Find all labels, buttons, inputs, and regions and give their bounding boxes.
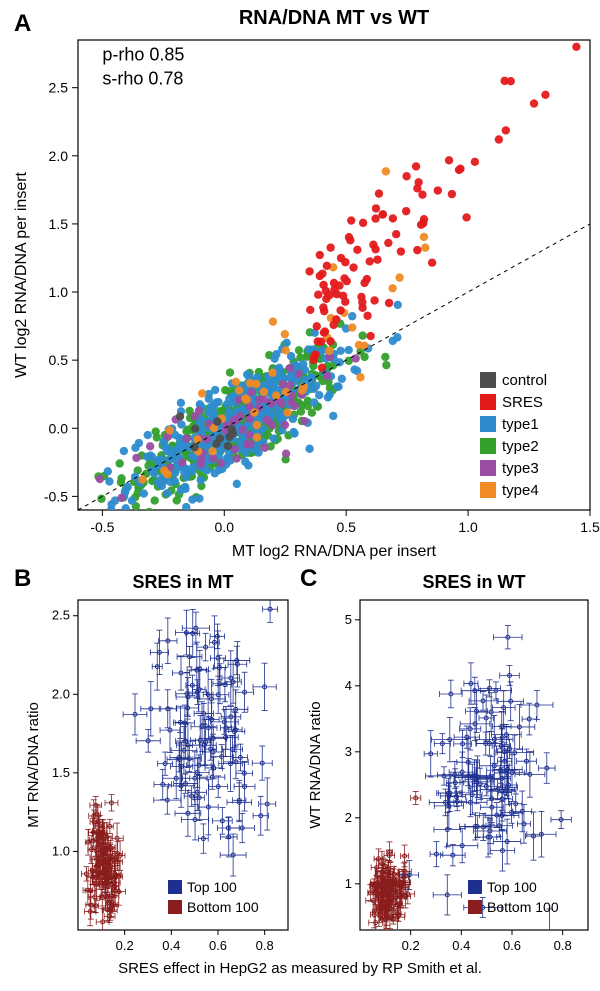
svg-text:Bottom 100: Bottom 100 <box>487 899 559 915</box>
svg-text:1.5: 1.5 <box>49 216 69 232</box>
svg-text:SRES in WT: SRES in WT <box>423 572 526 592</box>
svg-text:-0.5: -0.5 <box>90 519 114 535</box>
panel-B-chart: SRES in MT 0.2 0.4 0.6 0.8 1.0 1.5 2.0 2.5 MT RNA… <box>0 560 300 960</box>
svg-text:1.5: 1.5 <box>52 765 70 780</box>
svg-text:0.6: 0.6 <box>209 938 227 953</box>
svg-text:control: control <box>502 372 547 389</box>
svg-text:SRES in MT: SRES in MT <box>132 572 233 592</box>
svg-text:1.0: 1.0 <box>52 843 70 858</box>
svg-text:1: 1 <box>345 876 352 891</box>
svg-text:p-rho 0.85: p-rho 0.85 <box>102 44 184 64</box>
svg-text:0.5: 0.5 <box>336 519 356 535</box>
svg-text:Top 100: Top 100 <box>487 879 537 895</box>
svg-text:RNA/DNA MT vs WT: RNA/DNA MT vs WT <box>239 7 429 29</box>
svg-text:1.0: 1.0 <box>49 284 69 300</box>
svg-text:type4: type4 <box>502 482 539 499</box>
svg-text:0.5: 0.5 <box>49 352 69 368</box>
svg-text:0.2: 0.2 <box>116 938 134 953</box>
svg-text:0.4: 0.4 <box>162 938 180 953</box>
svg-text:0.8: 0.8 <box>554 938 572 953</box>
svg-text:0.6: 0.6 <box>503 938 521 953</box>
svg-text:2: 2 <box>345 810 352 825</box>
svg-text:0.8: 0.8 <box>256 938 274 953</box>
svg-text:MT log2 RNA/DNA per insert: MT log2 RNA/DNA per insert <box>232 543 437 560</box>
svg-text:2.5: 2.5 <box>49 80 69 96</box>
svg-text:Bottom 100: Bottom 100 <box>187 899 259 915</box>
svg-text:type1: type1 <box>502 416 539 433</box>
panel-A-chart: RNA/DNA MT vs WT -0.5 0.0 0.5 1.0 1.5 -0.5 0.0 0… <box>0 0 600 560</box>
svg-text:SRES: SRES <box>502 394 543 411</box>
svg-text:MT RNA/DNA ratio: MT RNA/DNA ratio <box>25 702 42 828</box>
svg-text:type2: type2 <box>502 438 539 455</box>
svg-text:0.4: 0.4 <box>452 938 470 953</box>
svg-text:5: 5 <box>345 612 352 627</box>
svg-text:4: 4 <box>345 678 352 693</box>
svg-text:3: 3 <box>345 744 352 759</box>
svg-text:0.0: 0.0 <box>49 420 69 436</box>
svg-text:1.5: 1.5 <box>580 519 600 535</box>
svg-text:s-rho 0.78: s-rho 0.78 <box>102 68 183 88</box>
svg-text:type3: type3 <box>502 460 539 477</box>
svg-text:0.0: 0.0 <box>215 519 235 535</box>
panel-C-chart: SRES in WT 0.2 0.4 0.6 0.8 1 2 3 4 5 WT RNA/DNA ra… <box>300 560 600 960</box>
svg-text:WT RNA/DNA ratio: WT RNA/DNA ratio <box>307 701 324 828</box>
svg-text:0.2: 0.2 <box>402 938 420 953</box>
svg-text:WT log2 RNA/DNA per insert: WT log2 RNA/DNA per insert <box>13 171 30 378</box>
svg-text:2.0: 2.0 <box>52 686 70 701</box>
svg-text:1.0: 1.0 <box>458 519 478 535</box>
svg-text:2.5: 2.5 <box>52 608 70 623</box>
svg-text:-0.5: -0.5 <box>44 488 68 504</box>
figure-root: A RNA/DNA MT vs WT-0.50.00.51.01.5-0.50.… <box>0 0 600 991</box>
shared-xlabel: SRES effect in HepG2 as measured by RP S… <box>0 960 600 977</box>
svg-text:2.0: 2.0 <box>49 148 69 164</box>
svg-text:Top 100: Top 100 <box>187 879 237 895</box>
